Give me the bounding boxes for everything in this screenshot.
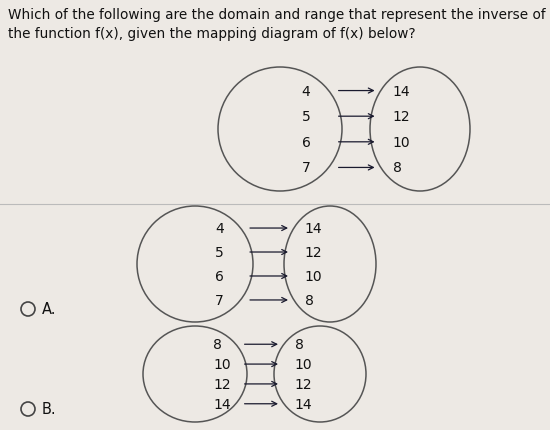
Text: 6: 6 [302, 135, 311, 150]
Text: 12: 12 [305, 246, 322, 259]
Text: 8: 8 [393, 161, 402, 175]
Text: 8: 8 [305, 293, 314, 307]
Text: 10: 10 [213, 357, 231, 371]
Text: Which of the following are the domain and range that represent the inverse of
th: Which of the following are the domain an… [8, 8, 546, 41]
Text: 8: 8 [295, 338, 304, 351]
Text: 7: 7 [302, 161, 310, 175]
Text: 10: 10 [295, 357, 312, 371]
Text: 5: 5 [215, 246, 224, 259]
Text: 14: 14 [213, 397, 231, 411]
Text: B.: B. [42, 402, 57, 417]
Text: 6: 6 [215, 269, 224, 283]
Text: 7: 7 [215, 293, 224, 307]
Text: 12: 12 [295, 377, 312, 391]
Text: 4: 4 [302, 84, 310, 98]
Text: 12: 12 [213, 377, 231, 391]
Text: 4: 4 [215, 221, 224, 236]
Text: 8: 8 [213, 338, 222, 351]
Text: A.: A. [42, 302, 57, 317]
Text: 12: 12 [393, 110, 410, 124]
Text: 14: 14 [393, 84, 410, 98]
Text: 14: 14 [305, 221, 322, 236]
Text: 10: 10 [393, 135, 410, 150]
Text: 5: 5 [302, 110, 310, 124]
Text: 14: 14 [295, 397, 312, 411]
Text: 10: 10 [305, 269, 322, 283]
